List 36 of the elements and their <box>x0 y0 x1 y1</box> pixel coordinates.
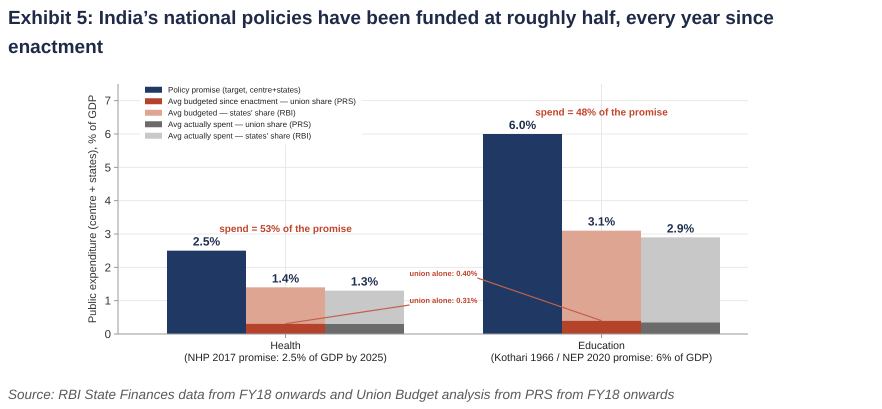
y-tick-label: 0 <box>104 329 111 342</box>
legend-label: Avg budgeted — states' share (RBI) <box>168 108 296 118</box>
legend-label: Avg actually spent — union share (PRS) <box>168 120 312 130</box>
source-note: Source: RBI State Finances data from FY18 onwards and Union Budget analysis from PRS from FY18 onwards <box>8 387 675 402</box>
y-axis-title: Public expenditure (centre + states), % of GDP <box>87 94 99 324</box>
total-label: 1.4% <box>272 271 300 286</box>
y-tick-label: 4 <box>104 196 112 208</box>
chart-title: Exhibit 5: India’s national policies have been funded at roughly half, every year since enactment <box>8 8 774 58</box>
bar <box>641 237 720 322</box>
y-tick-label: 2 <box>104 262 111 274</box>
bar <box>246 324 325 334</box>
total-label: 1.3% <box>350 274 378 289</box>
bar <box>325 290 404 324</box>
y-tick-label: 3 <box>104 229 111 242</box>
x-tick-label: Health (NHP 2017 promise: 2.5% of GDP by 2025) <box>184 340 387 364</box>
bar <box>562 320 641 334</box>
x-tick-label: Education (Kothari 1966 / NEP 2020 promise: 6% of GDP) <box>490 340 712 364</box>
annotation: spend = 48% of the promise <box>535 108 668 118</box>
bar <box>246 287 325 324</box>
total-label: 3.1% <box>588 214 616 229</box>
y-tick-label: 6 <box>104 129 111 142</box>
legend-label: Avg budgeted since enactment — union share (PRS) <box>168 97 356 106</box>
total-label: 2.5% <box>192 234 220 249</box>
legend-label: Avg actually spent — states' share (RBI) <box>168 132 312 141</box>
y-tick-label: 1 <box>104 296 111 308</box>
annotation: spend = 53% of the promise <box>219 224 352 236</box>
y-tick-label: 7 <box>104 96 111 108</box>
legend-label: Policy promise (target, centre+states) <box>168 86 302 95</box>
bar <box>325 324 404 334</box>
total-label: 2.9% <box>666 221 694 236</box>
bar <box>167 250 246 334</box>
bar <box>483 134 562 334</box>
y-tick-label: 5 <box>104 162 111 174</box>
total-label: 6.0% <box>508 118 536 132</box>
bar <box>641 322 720 334</box>
bar <box>562 230 641 321</box>
